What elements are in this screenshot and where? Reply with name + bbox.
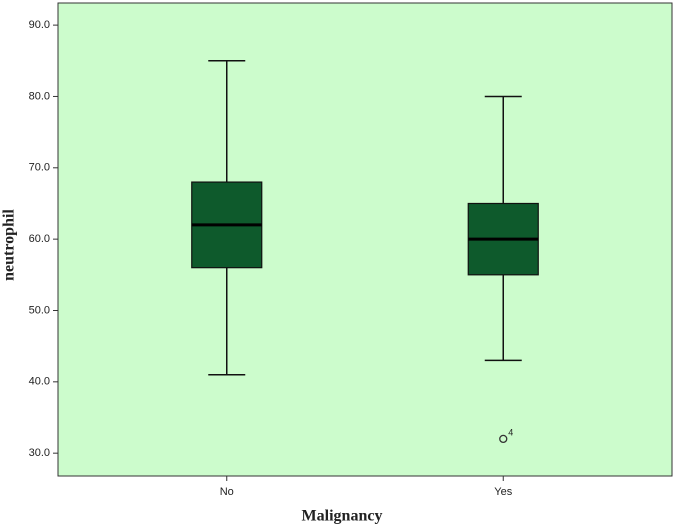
- x-axis-title: Malignancy: [302, 508, 383, 525]
- y-tick-label: 60.0: [29, 233, 50, 245]
- outlier: [499, 434, 508, 444]
- outlier-label: 4: [508, 427, 513, 437]
- y-tick-label: 80.0: [29, 90, 50, 102]
- x-tick-label: Yes: [494, 486, 512, 498]
- y-axis-title: neutrophil: [1, 209, 18, 281]
- y-tick-label: 70.0: [29, 162, 50, 174]
- y-tick-label: 90.0: [29, 19, 50, 31]
- y-tick-label: 40.0: [29, 376, 50, 388]
- y-tick-label: 50.0: [29, 304, 50, 316]
- y-tick-label: 30.0: [29, 447, 50, 459]
- plot-area: [57, 2, 673, 477]
- x-tick-label: No: [220, 486, 234, 498]
